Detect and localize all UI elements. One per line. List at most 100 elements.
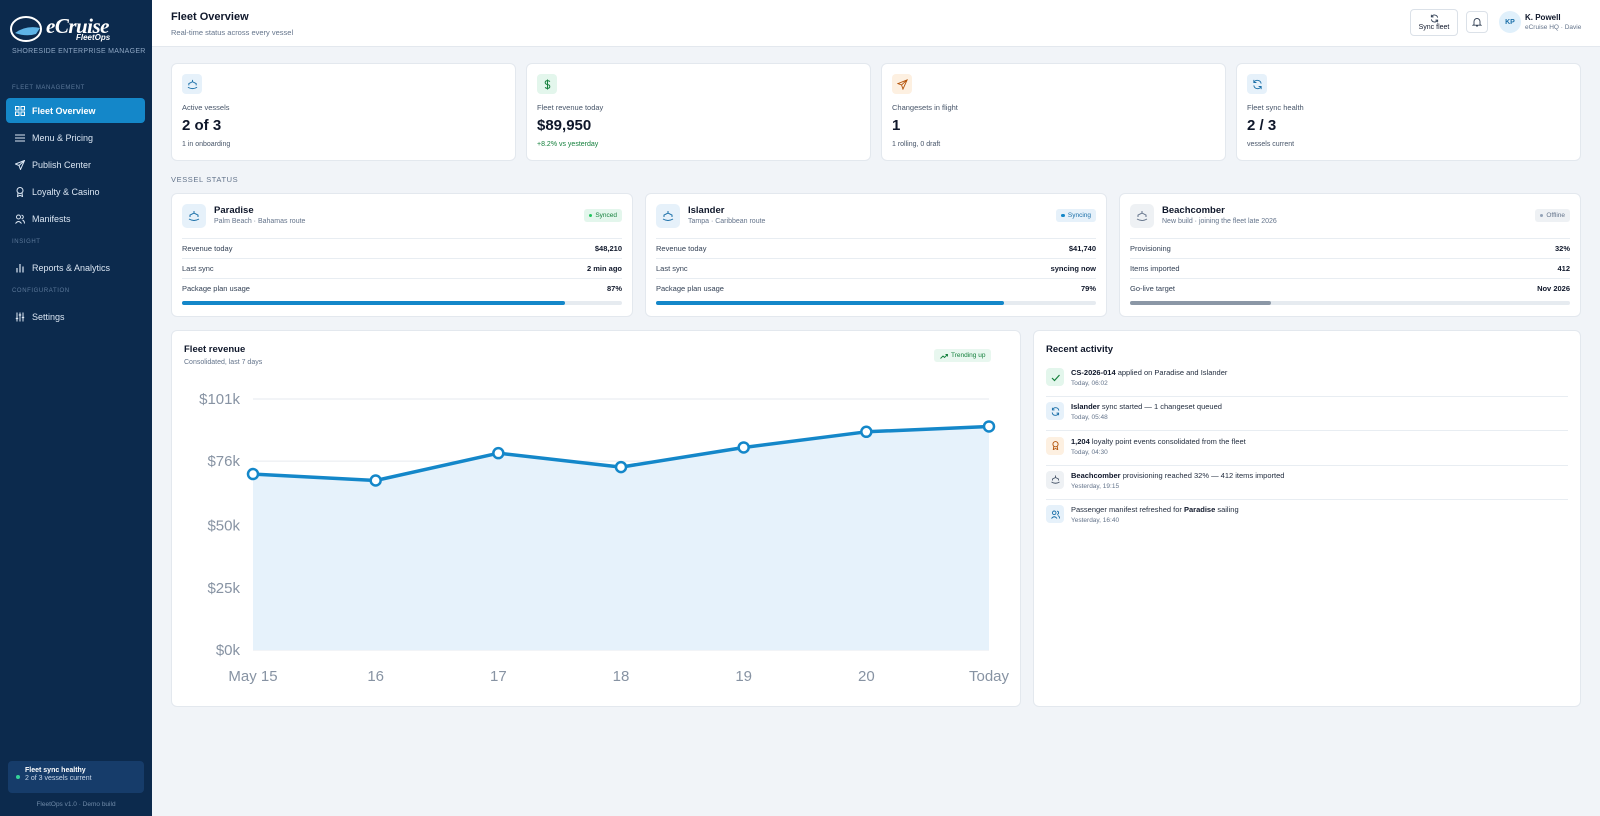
- series-area: [253, 426, 989, 650]
- status-badge: Offline: [1534, 209, 1570, 222]
- activity-item[interactable]: CS-2026-014 applied on Paradise and Isla…: [1046, 363, 1568, 397]
- stat-value: 32%: [1554, 244, 1570, 253]
- activity-time: Today, 05:48: [1071, 414, 1108, 422]
- activity-text: CS-2026-014 applied on Paradise and Isla…: [1071, 368, 1227, 377]
- activity-text-rest: loyalty point events consolidated from t…: [1089, 436, 1246, 446]
- progress-fill: [656, 301, 1004, 305]
- vessel-route: Palm Beach · Bahamas route: [214, 218, 306, 225]
- status-dot-icon: [588, 213, 593, 218]
- stat-label: Revenue today: [182, 244, 233, 253]
- sync-fleet-button[interactable]: Sync fleet: [1410, 9, 1458, 36]
- section-title-vessel-status: VESSEL STATUS: [171, 175, 239, 184]
- trend-badge-label: Trending up: [951, 352, 986, 359]
- chart-title: Fleet revenue: [184, 344, 246, 355]
- vessel-stat-row: Last sync 2 min ago: [182, 258, 622, 278]
- send-icon: [15, 159, 25, 170]
- trending-up-icon: [940, 353, 948, 359]
- progress-fill: [1130, 301, 1271, 305]
- x-tick-label: May 15: [228, 668, 277, 685]
- status-badge-label: Syncing: [1067, 212, 1091, 219]
- activity-text-emphasis: 1,204: [1071, 436, 1090, 446]
- y-tick-label: $25k: [207, 580, 240, 597]
- kpi-note: 1 in onboarding: [182, 141, 231, 148]
- page-subtitle: Real-time status across every vessel: [171, 28, 294, 37]
- progress-fill: [182, 301, 565, 305]
- kpi-label: Active vessels: [182, 103, 230, 112]
- vessel-card-paradise[interactable]: Paradise Palm Beach · Bahamas route Sync…: [171, 193, 633, 317]
- activity-text-rest: applied on Paradise and Islander: [1115, 368, 1228, 377]
- vessel-card-islander[interactable]: Islander Tampa · Caribbean route Syncing…: [645, 193, 1107, 317]
- sidebar: eCruise FleetOps SHORESIDE ENTERPRISE MA…: [0, 0, 152, 816]
- sidebar-item-reports-analytics[interactable]: Reports & Analytics: [6, 255, 145, 280]
- sidebar-item-publish-center[interactable]: Publish Center: [6, 152, 145, 177]
- logo[interactable]: eCruise FleetOps: [10, 12, 112, 44]
- kpi-card-active-vessels[interactable]: Active vessels 2 of 3 1 in onboarding: [171, 63, 516, 161]
- nav-section-insight: INSIGHT: [12, 239, 41, 245]
- status-badge: Synced: [583, 209, 622, 222]
- stat-label: Go-live target: [1130, 284, 1176, 293]
- kpi-card-sync-health[interactable]: Fleet sync health 2 / 3 vessels current: [1236, 63, 1581, 161]
- bell-icon: [1472, 18, 1482, 27]
- status-badge-label: Synced: [595, 212, 617, 219]
- activity-item[interactable]: Passenger manifest refreshed for Paradis…: [1046, 500, 1568, 534]
- vessel-stat-row: Package plan usage 79%: [656, 278, 1096, 298]
- sidebar-item-label: Fleet Overview: [32, 105, 96, 116]
- stat-value: 87%: [606, 284, 622, 293]
- user-org: eCruise HQ · Davie: [1525, 24, 1582, 31]
- stat-label: Last sync: [656, 264, 688, 273]
- stat-label: Package plan usage: [182, 284, 250, 293]
- sidebar-item-loyalty-casino[interactable]: Loyalty & Casino: [6, 179, 145, 204]
- nav-section-fleet-management: FLEET MANAGEMENT: [12, 85, 85, 91]
- activity-item[interactable]: Islander sync started — 1 changeset queu…: [1046, 397, 1568, 432]
- kpi-card-changesets[interactable]: Changesets in flight 1 1 rolling, 0 draf…: [881, 63, 1226, 161]
- vessel-card-beachcomber[interactable]: Beachcomber New build · joining the flee…: [1119, 193, 1581, 317]
- status-dot-icon: [1061, 213, 1065, 218]
- fleet-revenue-card: Fleet revenue Consolidated, last 7 days …: [171, 330, 1021, 707]
- activity-time: Today, 04:30: [1071, 448, 1108, 456]
- fleet-sync-status-card[interactable]: Fleet sync healthy 2 of 3 vessels curren…: [8, 761, 144, 793]
- activity-item[interactable]: Beachcomber provisioning reached 32% — 4…: [1046, 466, 1568, 500]
- send-icon: [892, 74, 912, 94]
- kpi-label: Fleet sync health: [1247, 103, 1304, 112]
- avatar[interactable]: KP: [1499, 11, 1521, 33]
- kpi-note: vessels current: [1247, 141, 1295, 148]
- page-title: Fleet Overview: [171, 11, 249, 23]
- notifications-button[interactable]: [1466, 11, 1488, 33]
- status-badge: Syncing: [1056, 209, 1096, 222]
- vessel-route: New build · joining the fleet late 2026: [1162, 218, 1277, 225]
- activity-text: Passenger manifest refreshed for Paradis…: [1071, 505, 1239, 514]
- stat-value: 2 min ago: [586, 264, 622, 273]
- activity-item[interactable]: 1,204 loyalty point events consolidated …: [1046, 432, 1568, 466]
- kpi-label: Fleet revenue today: [537, 103, 604, 112]
- kpi-card-fleet-revenue[interactable]: Fleet revenue today $89,950 +8.2% vs yes…: [526, 63, 871, 161]
- data-point: [492, 446, 505, 460]
- sidebar-item-menu-pricing[interactable]: Menu & Pricing: [6, 125, 145, 150]
- x-tick-label: 16: [367, 668, 384, 685]
- sidebar-item-manifests[interactable]: Manifests: [6, 206, 145, 231]
- logo-text: eCruise: [46, 14, 110, 38]
- kpi-label: Changesets in flight: [892, 103, 958, 112]
- revenue-chart: $0k $25k $50k $76k $101k May 15 16 17 18 19 20 Toda…: [199, 391, 1009, 685]
- activity-time: Today, 06:02: [1071, 380, 1108, 387]
- progress-bar: [656, 301, 1096, 305]
- check-icon: [1046, 368, 1064, 386]
- sync-status-title: Fleet sync healthy: [25, 767, 86, 774]
- chart-subtitle: Consolidated, last 7 days: [184, 359, 263, 366]
- stat-value: Nov 2026: [1537, 284, 1570, 293]
- kpi-value: $89,950: [537, 117, 592, 134]
- sidebar-item-fleet-overview[interactable]: Fleet Overview: [6, 98, 145, 123]
- activity-time: Yesterday, 16:40: [1071, 517, 1120, 525]
- stat-value: $48,210: [594, 244, 622, 253]
- vessel-stat-row: Revenue today $41,740: [656, 238, 1096, 258]
- sidebar-item-label: Manifests: [32, 213, 71, 224]
- bar-chart-icon: [15, 263, 25, 273]
- ship-icon: [182, 204, 206, 228]
- data-point: [860, 425, 873, 439]
- y-tick-label: $76k: [207, 453, 240, 470]
- sidebar-item-label: Reports & Analytics: [32, 262, 111, 273]
- vessel-stat-row: Last sync syncing now: [656, 258, 1096, 278]
- sidebar-item-label: Loyalty & Casino: [32, 186, 100, 197]
- sidebar-item-settings[interactable]: Settings: [6, 304, 145, 329]
- refresh-icon: [1430, 14, 1438, 23]
- x-tick-label: 17: [490, 668, 507, 685]
